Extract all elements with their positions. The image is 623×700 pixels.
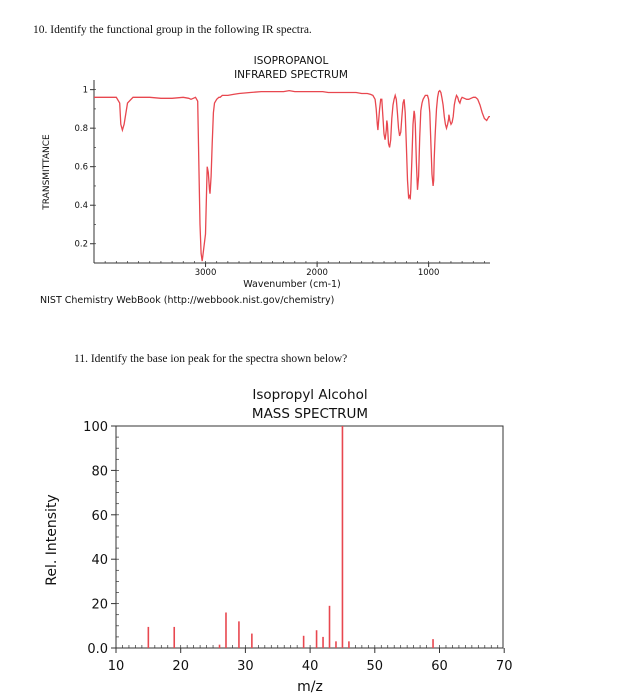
ir-y-tick-label: 1: [83, 86, 88, 96]
ir-x-tick-label: 1000: [418, 268, 440, 278]
ir-chart-subtitle: INFRARED SPECTRUM: [234, 69, 348, 81]
ms-x-tick-label: 30: [237, 659, 254, 674]
ms-x-tick-label: 60: [431, 659, 448, 674]
ir-y-tick-label: 0.4: [74, 201, 88, 211]
ms-minor-ticks: [115, 425, 499, 649]
ms-x-axis-label: m/z: [297, 679, 323, 695]
ms-chart-title: Isopropyl Alcohol: [252, 387, 367, 403]
ir-y-tick-label: 0.2: [74, 240, 88, 250]
ms-y-tick-label: 40: [91, 553, 108, 568]
ms-y-tick-label: 60: [91, 509, 108, 524]
ms-x-ticks: 10 20 30 40 50 60 70: [108, 648, 513, 674]
ms-y-tick-label: 80: [91, 464, 108, 479]
ir-x-tick-label: 3000: [195, 268, 217, 278]
ir-y-tick-label: 0.8: [74, 124, 88, 134]
ms-y-ticks: 0.0 20 40 60 80 100: [83, 420, 116, 657]
ms-x-tick-label: 50: [367, 659, 384, 674]
ms-x-tick-label: 40: [302, 659, 319, 674]
ms-plot-frame: [115, 425, 504, 649]
ms-y-tick-label: 0.0: [87, 642, 108, 657]
ms-chart-subtitle: MASS SPECTRUM: [252, 406, 368, 422]
ir-chart-title: ISOPROPANOL: [254, 55, 329, 67]
ms-y-tick-label: 20: [91, 598, 108, 613]
ir-plot-frame: [93, 80, 490, 264]
question-11: 11. Identify the base ion peak for the s…: [74, 353, 348, 365]
ms-x-tick-label: 70: [496, 659, 513, 674]
source-note: NIST Chemistry WebBook (http://webbook.n…: [40, 295, 335, 306]
ms-x-tick-label: 10: [108, 659, 125, 674]
ms-bars: [147, 426, 434, 648]
ms-x-tick-label: 20: [172, 659, 189, 674]
ir-minor-ticks: [93, 89, 485, 264]
ir-y-ticks: 0.2 0.4 0.6 0.8 1: [74, 86, 94, 250]
ms-y-axis-label: Rel. Intensity: [44, 494, 60, 585]
question-10: 10. Identify the functional group in the…: [33, 24, 312, 36]
ir-spectrum-chart: ISOPROPANOL INFRARED SPECTRUM 0.20.40.60…: [42, 55, 490, 290]
ir-spectrum-trace: [94, 89, 490, 262]
ir-y-tick-label: 0.6: [74, 163, 88, 173]
ir-y-axis-label: TRANSMITTANCE: [42, 134, 52, 211]
ir-x-axis-label: Wavenumber (cm-1): [243, 279, 341, 290]
ms-y-tick-label: 100: [83, 420, 108, 435]
ir-x-ticks: 3000 2000 1000: [195, 263, 440, 278]
ir-x-tick-label: 2000: [306, 268, 328, 278]
